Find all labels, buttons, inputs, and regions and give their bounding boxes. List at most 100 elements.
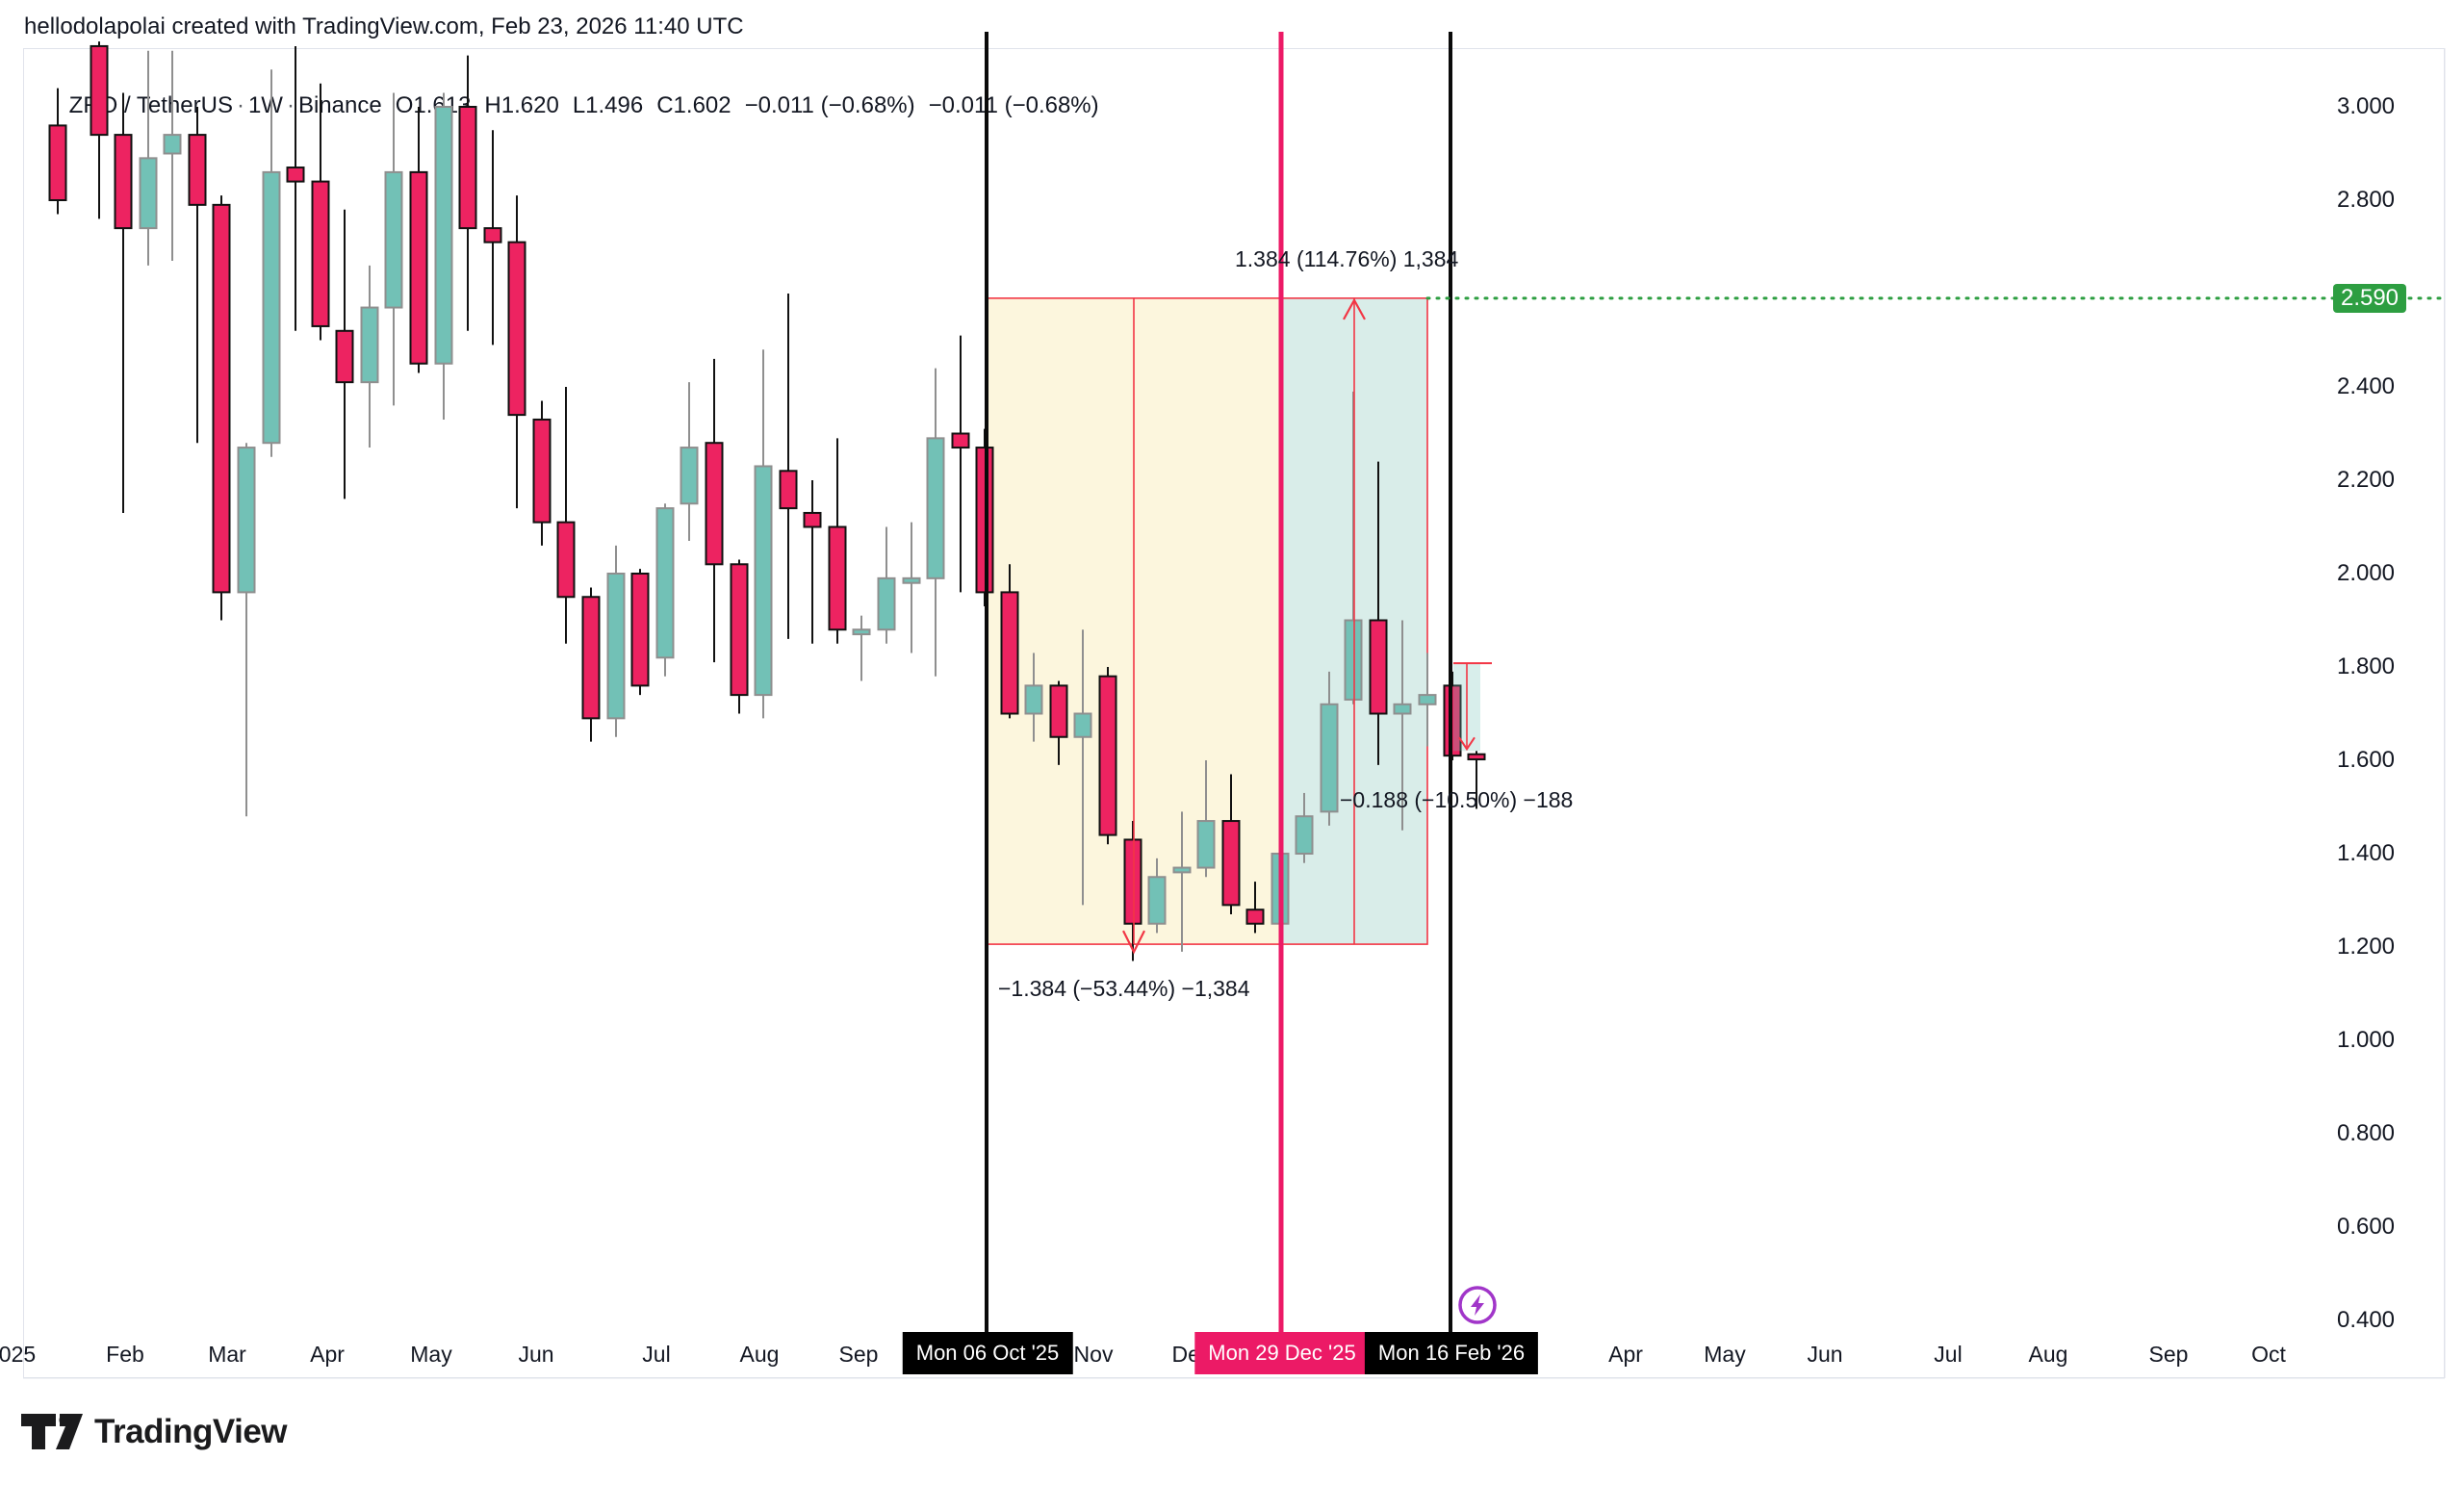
legend-close: C1.602: [656, 92, 732, 118]
date-badge[interactable]: Mon 29 Dec '25: [1194, 1332, 1370, 1374]
legend-high: H1.620: [484, 92, 559, 118]
arrow-down-icon: [1122, 930, 1145, 955]
candle-body: [877, 576, 896, 631]
candle-body: [1295, 815, 1314, 856]
candle-body: [483, 227, 502, 243]
time-tick-label: Jun: [1807, 1342, 1843, 1367]
tradingview-logo-text: TradingView: [94, 1413, 288, 1450]
time-tick-label: Sep: [2148, 1342, 2189, 1367]
year-label: 2025: [0, 1342, 37, 1367]
legend-low: L1.496: [572, 92, 644, 118]
candle-body: [360, 306, 379, 384]
time-tick-label: Oct: [2251, 1342, 2286, 1367]
candle-body: [1000, 591, 1019, 715]
price-tick-label: 3.000: [2336, 93, 2396, 119]
candle-body: [1123, 838, 1142, 925]
candle-body: [1320, 703, 1339, 813]
credit-line: hellodolapolai created with TradingView.…: [24, 13, 744, 39]
legend-open: O1.613: [395, 92, 472, 118]
candle-body: [188, 134, 207, 206]
price-tick-label: 1.600: [2336, 747, 2396, 773]
time-tick-label: Aug: [739, 1342, 780, 1367]
price-tick-label: 1.200: [2336, 934, 2396, 960]
arrow-up-icon: [1343, 297, 1366, 320]
candle-body: [262, 170, 281, 445]
candle-body: [730, 563, 749, 697]
candle-body: [212, 203, 231, 594]
time-tick-label: Jul: [1934, 1342, 1963, 1367]
candle-body: [630, 573, 650, 687]
candle-body: [458, 106, 477, 230]
time-tick-label: May: [1704, 1342, 1746, 1367]
candle-body: [507, 241, 526, 417]
candle-body: [705, 442, 724, 566]
time-tick-label: Sep: [838, 1342, 879, 1367]
candle-body: [90, 44, 109, 137]
candle-body: [606, 573, 626, 720]
candle-body: [556, 521, 576, 599]
legend-change: −0.011 (−0.68%): [744, 92, 915, 118]
candle-body: [1245, 909, 1265, 925]
time-tick-label: Mar: [208, 1342, 246, 1367]
candle-body: [311, 180, 330, 327]
time-tick-label: Feb: [106, 1342, 144, 1367]
price-tick-label: 0.400: [2336, 1307, 2396, 1333]
candle-body: [803, 511, 822, 528]
candle-body: [1418, 694, 1437, 705]
price-tick-label: 2.000: [2336, 560, 2396, 586]
candle-body: [1073, 712, 1092, 738]
price-tick-label: 1.000: [2336, 1027, 2396, 1053]
candle-body: [828, 525, 847, 631]
legend-exchange: Binance: [297, 92, 382, 118]
time-tick-label: May: [410, 1342, 452, 1367]
candle-body: [48, 124, 67, 201]
candle-body: [384, 170, 403, 309]
date-badge[interactable]: Mon 06 Oct '25: [902, 1332, 1073, 1374]
candle-body: [409, 170, 428, 365]
time-tick-label: Aug: [2028, 1342, 2068, 1367]
candle-body: [1221, 820, 1241, 907]
candle-body: [1172, 866, 1192, 874]
candle-body: [1393, 703, 1412, 715]
range-label-bottom: −1.384 (−53.44%) −1,384: [998, 976, 1250, 1001]
time-tick-label: Jul: [642, 1342, 671, 1367]
candle-body: [1049, 684, 1068, 738]
price-tick-label: 0.600: [2336, 1214, 2396, 1240]
arrow-down-icon: [1458, 736, 1476, 752]
legend-separator: ·: [286, 92, 295, 118]
price-tick-label: 2.800: [2336, 187, 2396, 213]
candle-body: [139, 157, 158, 230]
candle-body: [1467, 753, 1486, 761]
candle-body: [779, 470, 798, 510]
candle-body: [581, 596, 601, 720]
price-tick-label: 1.800: [2336, 653, 2396, 679]
price-alert-tag[interactable]: 2.590: [2333, 283, 2406, 313]
candle-body: [114, 134, 133, 230]
candle-body: [1098, 675, 1117, 836]
lightning-icon[interactable]: [1455, 1283, 1500, 1327]
time-tick-label: Jun: [518, 1342, 554, 1367]
date-badge[interactable]: Mon 16 Feb '26: [1364, 1332, 1539, 1374]
candle-body: [1147, 876, 1167, 925]
candle-body: [1369, 619, 1388, 715]
candle-body: [655, 507, 675, 659]
legend-interval[interactable]: 1W: [247, 92, 283, 118]
candle-body: [163, 134, 182, 155]
price-tick-label: 1.400: [2336, 840, 2396, 866]
candle-body: [1024, 684, 1043, 715]
candle-body: [434, 106, 453, 365]
range-label-right: −0.188 (−10.50%) −188: [1340, 787, 1574, 812]
price-tick-label: 2.200: [2336, 467, 2396, 493]
candle-body: [237, 447, 256, 594]
range-label-top: 1.384 (114.76%) 1,384: [1235, 246, 1459, 271]
price-tick-label: 0.800: [2336, 1120, 2396, 1146]
candle-body: [532, 418, 552, 524]
candle-body: [1344, 619, 1363, 701]
tradingview-logo-mark: [21, 1414, 83, 1449]
candle-body: [335, 329, 354, 384]
tradingview-logo: TradingView: [21, 1413, 288, 1451]
candle-body: [754, 465, 773, 697]
price-tick-label: 2.400: [2336, 373, 2396, 399]
